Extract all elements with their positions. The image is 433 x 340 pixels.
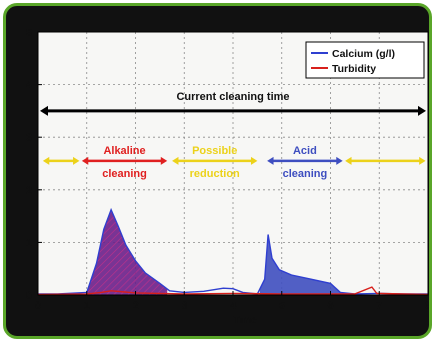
phase-arrow-head-left <box>42 156 50 165</box>
current-cleaning-label: Current cleaning time <box>176 91 289 103</box>
phase-fill-area <box>259 234 346 295</box>
legend-entry: Calcium (g/l) <box>332 48 395 60</box>
phase-arrow-head-right <box>160 156 168 165</box>
current-cleaning-arrow-head-left <box>40 105 48 116</box>
y-tick-label: 4 <box>26 80 33 92</box>
y-tick-label: 2 <box>26 185 32 197</box>
phase-arrow-head-left <box>345 156 352 165</box>
phase-arrow-head-left <box>172 156 179 165</box>
phase-arrow-head-right <box>250 156 258 165</box>
legend-entry: Turbidity <box>332 63 376 75</box>
phase-fill-hatch <box>86 209 168 295</box>
series-line-turbidity <box>37 286 429 296</box>
y-tick-label: 5 <box>26 27 32 39</box>
phase-label-line2: cleaning <box>102 168 147 180</box>
phase-arrow-head-right <box>73 156 80 165</box>
phase-label-line2: reduction <box>190 168 240 180</box>
phase-arrow-head-right <box>336 156 343 165</box>
legend-box <box>305 41 425 79</box>
x-tick-label: 5 <box>279 300 285 312</box>
x-tick-label: 8 <box>425 300 429 312</box>
x-axis-label: Time <box>234 315 258 326</box>
phase-arrow-head-right <box>419 156 426 165</box>
y-tick-label: 0 <box>26 290 32 302</box>
x-tick-label: 7 <box>376 300 382 312</box>
chart-frame: Current cleaning time Alkaline cleaning Pos… <box>3 3 432 339</box>
x-tick-label: 2 <box>132 300 138 312</box>
phase-label-line1: Acid <box>293 145 317 157</box>
y-tick-label: 3 <box>26 132 32 144</box>
x-tick-label: 0 <box>35 300 41 312</box>
phase-label-line1: Alkaline <box>103 145 145 157</box>
x-tick-label: 1 <box>84 300 90 312</box>
x-tick-label: 3 <box>181 300 187 312</box>
phase-label-line2: cleaning <box>283 168 328 180</box>
x-tick-label: 6 <box>327 300 333 312</box>
current-cleaning-arrow-head-right <box>418 105 426 116</box>
series-line-calcium <box>38 207 428 295</box>
phase-label-line1: Possible <box>192 145 237 157</box>
x-tick-label: 4 <box>230 300 237 312</box>
phase-arrow-head-left <box>81 156 89 165</box>
phase-arrow-head-left <box>267 156 274 165</box>
y-tick-label: 1 <box>26 237 32 249</box>
calcium-turbidity-chart: Current cleaning time Alkaline cleaning Pos… <box>26 27 429 326</box>
